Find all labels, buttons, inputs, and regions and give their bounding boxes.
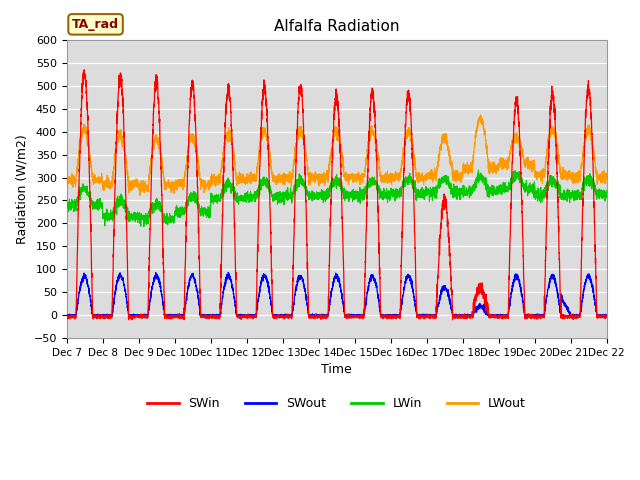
Title: Alfalfa Radiation: Alfalfa Radiation xyxy=(274,20,399,35)
X-axis label: Time: Time xyxy=(321,363,352,376)
Y-axis label: Radiation (W/m2): Radiation (W/m2) xyxy=(15,134,28,244)
Legend: SWin, SWout, LWin, LWout: SWin, SWout, LWin, LWout xyxy=(142,392,531,415)
Text: TA_rad: TA_rad xyxy=(72,18,119,31)
